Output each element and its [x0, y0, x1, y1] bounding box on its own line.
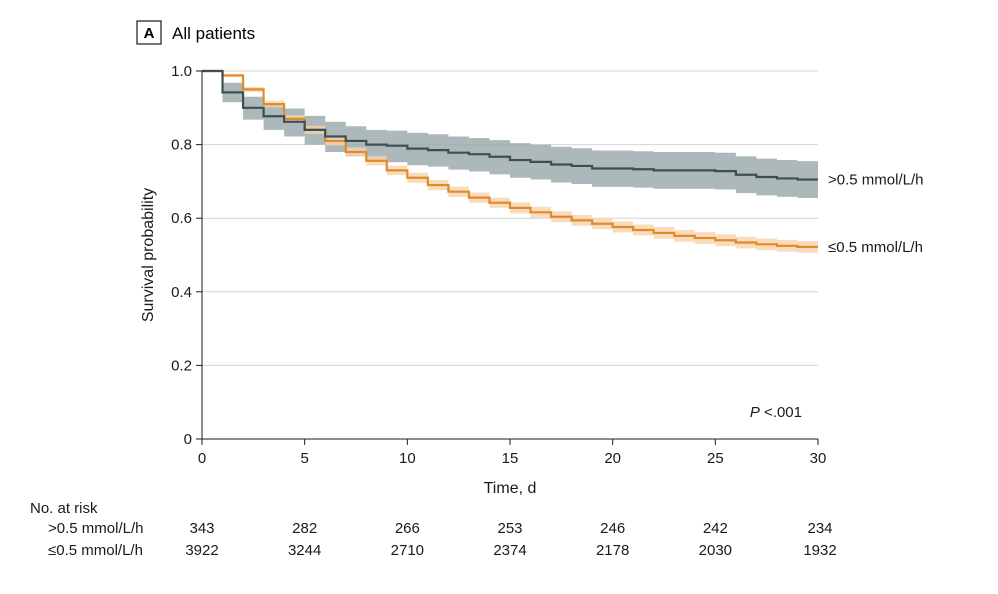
risk-cell: 234 — [807, 520, 832, 537]
panel-title: All patients — [172, 24, 255, 43]
x-tick-label: 30 — [810, 450, 827, 467]
y-tick-label: 0.2 — [171, 357, 192, 374]
x-tick-label: 15 — [502, 450, 519, 467]
risk-row-label: >0.5 mmol/L/h — [48, 520, 143, 537]
risk-cell: 2374 — [493, 542, 526, 559]
y-tick-label: 0.4 — [171, 284, 192, 301]
x-tick-label: 25 — [707, 450, 724, 467]
panel-header: A All patients — [136, 20, 255, 45]
risk-cell: 253 — [497, 520, 522, 537]
x-axis-title: Time, d — [484, 480, 537, 497]
panel-letter-box — [136, 20, 162, 45]
risk-cell: 2178 — [596, 542, 629, 559]
risk-table-title: No. at risk — [30, 500, 98, 517]
risk-cell: 242 — [703, 520, 728, 537]
y-tick-label: 0 — [184, 431, 192, 448]
y-tick-label: 0.8 — [171, 137, 192, 154]
survival-line-series-1 — [202, 69, 818, 181]
x-tick-label: 20 — [604, 450, 621, 467]
y-tick-label: 0.6 — [171, 210, 192, 227]
y-axis-title: Survival probability — [140, 188, 157, 322]
p-value-italic: P — [750, 404, 760, 421]
risk-cell: 266 — [395, 520, 420, 537]
risk-cell: 343 — [189, 520, 214, 537]
x-tick-label: 10 — [399, 450, 416, 467]
p-value-text: <.001 — [760, 404, 802, 421]
x-tick-label: 5 — [300, 450, 308, 467]
risk-cell: 3244 — [288, 542, 321, 559]
panel-letter: A — [144, 25, 155, 42]
axes: 0 0.2 0.4 0.6 0.8 1.0 0 5 10 15 20 25 30 — [171, 63, 826, 467]
x-tick-label: 0 — [198, 450, 206, 467]
survival-curves — [202, 69, 818, 249]
confidence-bands — [202, 71, 818, 253]
risk-cell: 246 — [600, 520, 625, 537]
p-value-annotation: P <.001 — [750, 404, 802, 421]
risk-cell: 2030 — [699, 542, 732, 559]
risk-cell: 3922 — [185, 542, 218, 559]
risk-cell: 1932 — [803, 542, 836, 559]
risk-row-label: ≤0.5 mmol/L/h — [48, 542, 143, 559]
risk-table: No. at risk >0.5 mmol/L/h 343 282 266 253 246… — [30, 500, 837, 559]
series-end-label: ≤0.5 mmol/L/h — [828, 239, 923, 256]
confidence-band-series-1 — [202, 71, 818, 198]
risk-cell: 2710 — [391, 542, 424, 559]
risk-cell: 282 — [292, 520, 317, 537]
y-tick-label: 1.0 — [171, 63, 192, 80]
series-end-labels: >0.5 mmol/L/h ≤0.5 mmol/L/h — [828, 172, 923, 256]
series-end-label: >0.5 mmol/L/h — [828, 172, 923, 189]
